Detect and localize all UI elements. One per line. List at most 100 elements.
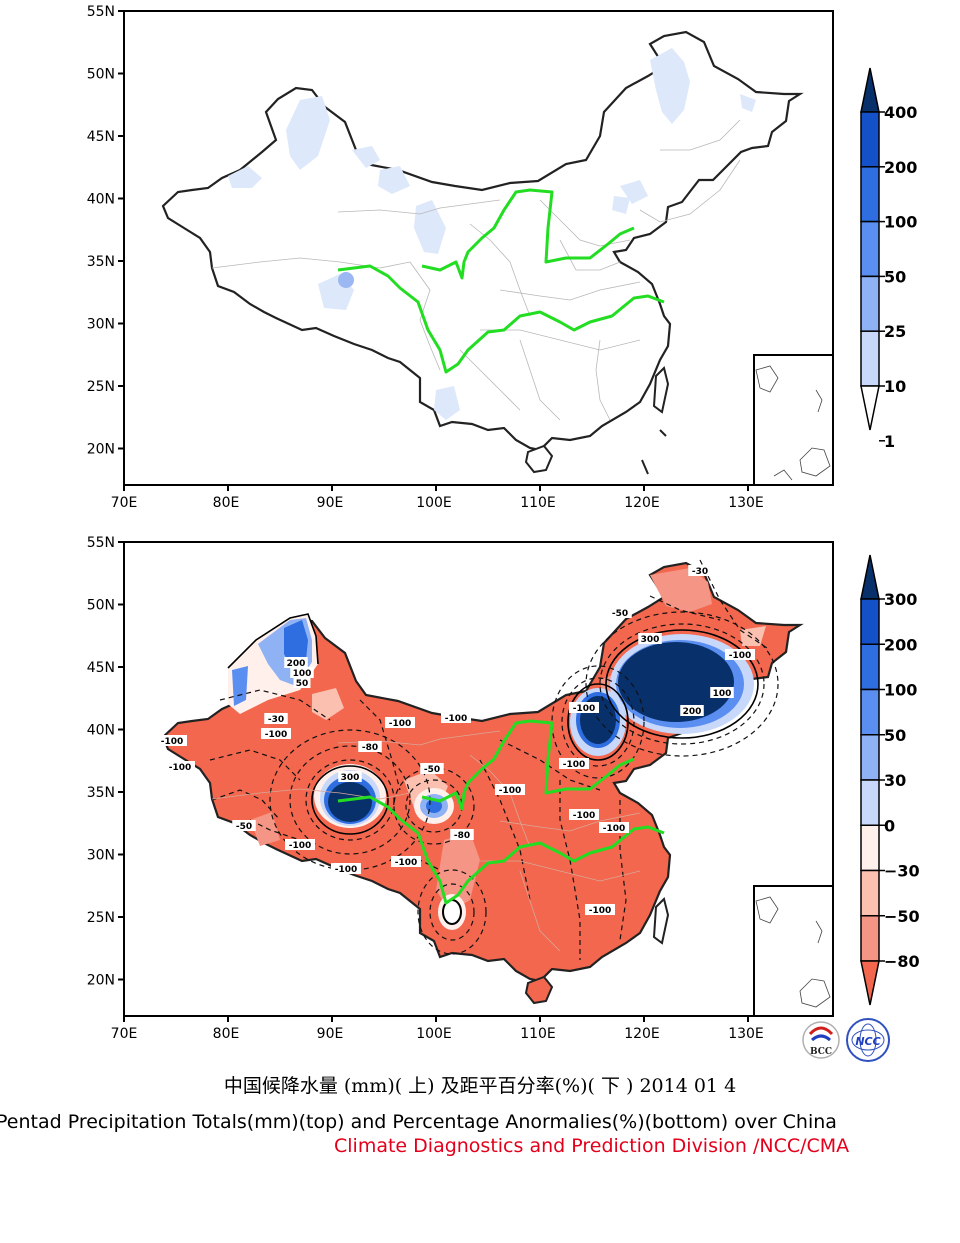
lat-tick-label: 30N	[87, 317, 115, 333]
precip-patches	[228, 48, 756, 420]
contour-label-bg	[638, 633, 662, 644]
contour-label: -100	[289, 841, 312, 851]
contour-label-bg	[585, 904, 615, 915]
contour-label-bg	[331, 863, 361, 874]
colorbar-label: 100	[884, 213, 917, 232]
colorbar-label: 200	[884, 635, 917, 654]
lat-tick-label: 35N	[87, 254, 115, 270]
contour-label: -100	[563, 760, 586, 770]
colorbar-segment	[860, 166, 880, 223]
hainan-island-anomaly	[524, 975, 554, 1005]
lon-tick-label: 100E	[416, 495, 452, 511]
contour-label-bg	[391, 856, 421, 867]
lat-tick-label: 20N	[87, 973, 115, 989]
lon-tick-label: 110E	[520, 1026, 556, 1042]
lat-tick-label: 55N	[87, 535, 115, 551]
colorbar-segment	[860, 824, 880, 872]
lon-tick-label: 80E	[213, 495, 240, 511]
lat-tick-label: 20N	[87, 442, 115, 458]
precipitation-anomaly-map: -100 -100 -100 -100 -100 -100 -100 -100 -80 -50 -3…	[87, 535, 920, 1042]
contour-label: -100	[395, 858, 418, 868]
colorbar-label: 1	[884, 432, 895, 451]
colorbar-label: 50	[884, 267, 906, 286]
contour-label-bg	[725, 649, 755, 660]
colorbar-segment	[860, 220, 880, 278]
contour-label: 200	[683, 707, 702, 717]
lon-tick-label: 80E	[213, 1026, 240, 1042]
lon-tick-label: 70E	[111, 1026, 138, 1042]
lat-tick-label: 25N	[87, 910, 115, 926]
precip-patch-tibet	[338, 272, 354, 288]
lat-tick-label: 45N	[87, 660, 115, 676]
rivers	[337, 188, 665, 374]
contour-label: -100	[499, 786, 522, 796]
colorbar-segment	[860, 688, 880, 736]
colorbar-label: −50	[884, 907, 920, 926]
contour-label: -50	[236, 822, 252, 832]
contour-label: -50	[612, 609, 628, 619]
contour-label: -80	[454, 831, 470, 841]
contour-label: -30	[692, 567, 708, 577]
contour-label: 100	[293, 669, 312, 679]
contour-label-bg	[385, 717, 415, 728]
colorbar-segment	[860, 734, 880, 781]
contour-label-bg	[420, 763, 444, 774]
lat-tick-label: 45N	[87, 129, 115, 145]
contour-label-bg	[441, 712, 471, 723]
contour-label: -100	[161, 737, 184, 747]
lon-tick-label: 130E	[728, 1026, 764, 1042]
south-china-sea-inset	[753, 354, 833, 485]
lon-tick-label: 100E	[416, 1026, 452, 1042]
contour-label-bg	[284, 657, 308, 668]
contour-label-bg	[559, 758, 589, 769]
contour-label: -100	[265, 730, 288, 740]
caption-chinese: 中国候降水量 (mm)( 上) 及距平百分率(%)( 下 ) 2014 01 4	[223, 1075, 737, 1097]
colorbar-segment	[860, 275, 880, 332]
lat-tick-label: 40N	[87, 723, 115, 739]
contour-label: 300	[341, 773, 360, 783]
contour-label-bg	[608, 607, 632, 618]
colorbar-label: 300	[884, 590, 917, 609]
precipitation-colorbar: 400 200 100 50 25 10 1	[860, 67, 917, 451]
anomaly-contours-solid	[227, 613, 759, 835]
province-boundaries	[211, 119, 741, 421]
contour-label-bg	[285, 839, 315, 850]
colorbar-segment	[860, 915, 880, 962]
contour-label-bg	[495, 784, 525, 795]
positive-anomaly-northeast	[570, 634, 754, 756]
taiwan-island-anomaly	[652, 897, 670, 945]
colorbar-segment	[860, 869, 880, 917]
contour-label: 200	[287, 659, 306, 669]
colorbar-label: 100	[884, 681, 917, 700]
lon-tick-label: 90E	[317, 495, 344, 511]
contour-label: -100	[573, 704, 596, 714]
hainan-island	[524, 444, 554, 474]
contour-label: 100	[713, 689, 732, 699]
lat-tick-label: 50N	[87, 598, 115, 614]
colorbar-segment	[860, 779, 880, 826]
colorbar-label: 25	[884, 322, 906, 341]
lon-tick-label: 90E	[317, 1026, 344, 1042]
contour-label: -80	[362, 743, 378, 753]
colorbar-top-arrow	[860, 67, 880, 113]
contour-label-bg	[338, 771, 362, 782]
contour-label-bg	[450, 829, 474, 840]
colorbar-top-arrow	[860, 554, 880, 600]
contour-label-bg	[569, 702, 599, 713]
contour-label: -100	[445, 714, 468, 724]
caption-english: Pentad Precipitation Totals(mm)(top) and…	[0, 1111, 837, 1133]
colorbar-label: 400	[884, 103, 917, 122]
colorbar-segment	[860, 330, 880, 387]
contour-label-bg	[599, 822, 629, 833]
contour-label: -100	[573, 811, 596, 821]
contour-label-bg	[165, 761, 195, 772]
bcc-logo: BCC	[802, 1021, 840, 1059]
taiwan-island	[652, 366, 670, 414]
contour-label: -30	[268, 715, 284, 725]
ncc-logo-text: NCC	[855, 1035, 880, 1048]
colorbar-label: 10	[884, 377, 906, 396]
colorbar-label: 50	[884, 726, 906, 745]
lon-tick-label: 70E	[111, 495, 138, 511]
lat-tick-label: 40N	[87, 192, 115, 208]
